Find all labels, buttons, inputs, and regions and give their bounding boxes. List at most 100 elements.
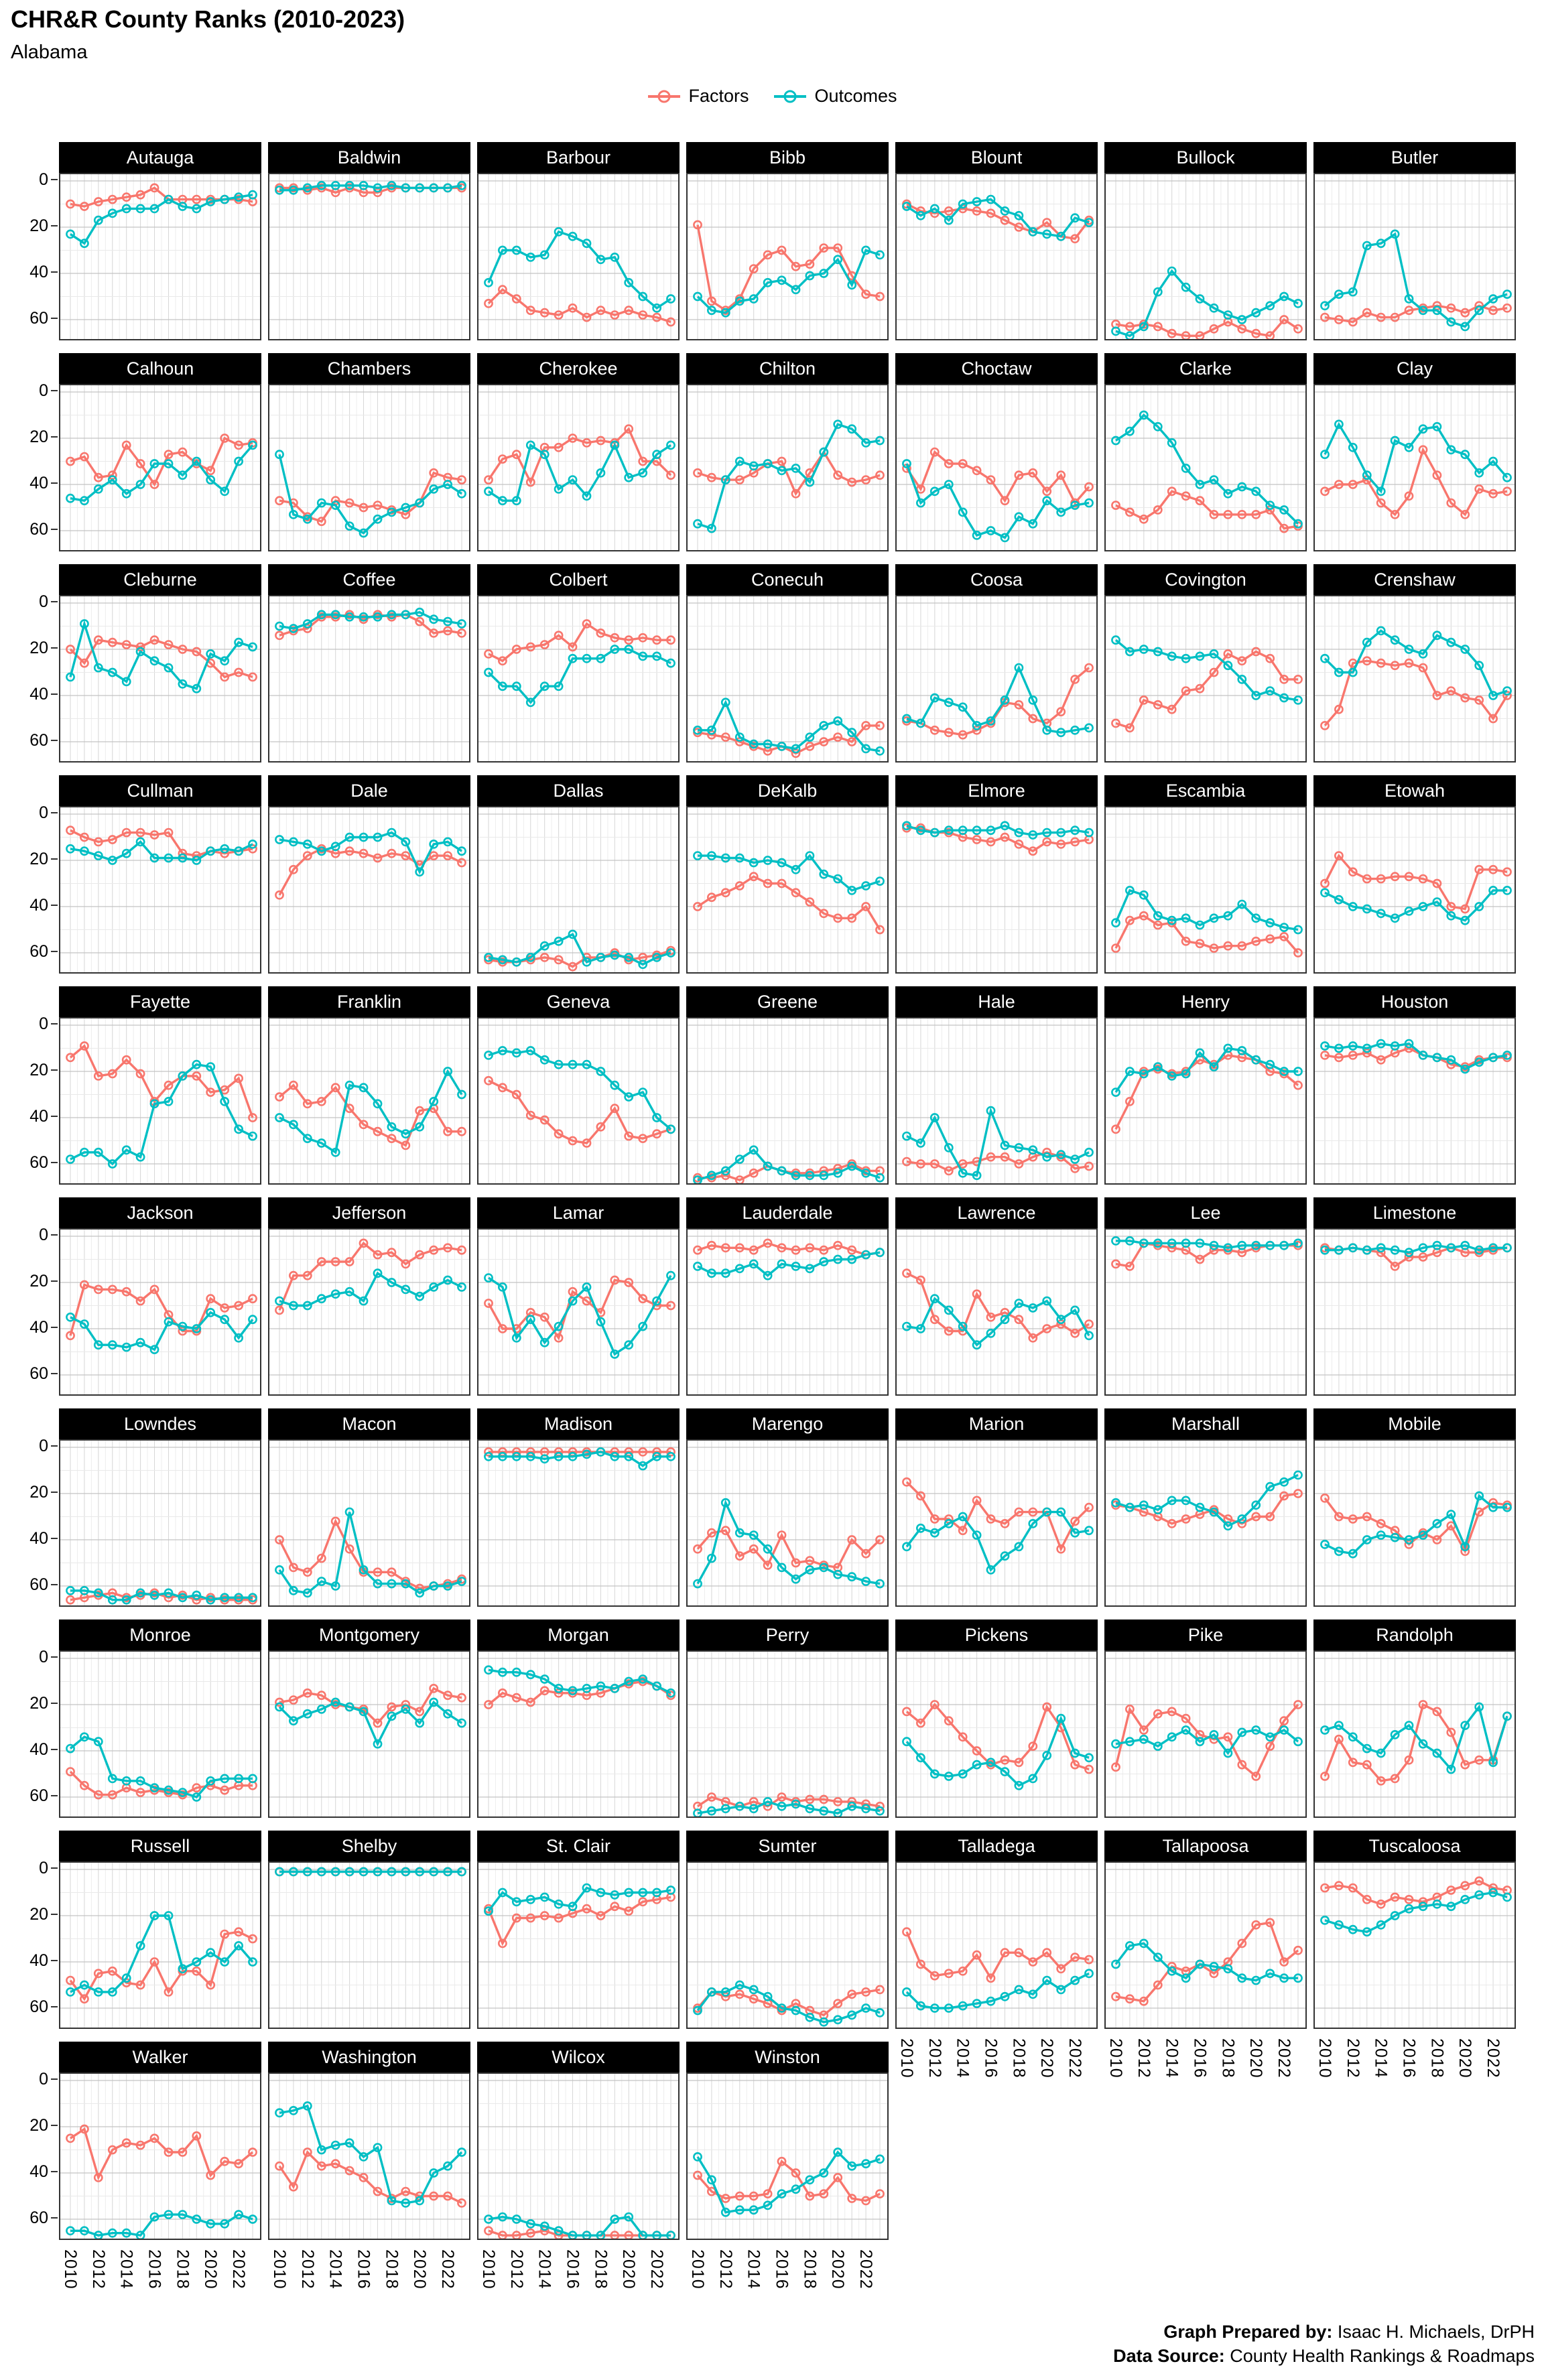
y-tick-mark xyxy=(51,1960,58,1961)
facet-panel xyxy=(268,1861,470,2029)
y-axis-labels-row-5: 0 20 40 60 xyxy=(9,1226,58,1396)
facet-panel xyxy=(895,806,1098,974)
y-tick-mark xyxy=(51,1749,58,1750)
facet-plot xyxy=(1315,385,1515,550)
facet-panel xyxy=(895,1861,1098,2029)
x-axis-labels-col-6: 2010 2012 2014 2016 2018 2020 2022 xyxy=(1313,2033,1516,2113)
y-tick-label: 20 xyxy=(29,1694,48,1713)
facet-plot xyxy=(269,1230,469,1394)
facet-strip-title: Escambia xyxy=(1104,775,1307,806)
facet-strip-title: Chilton xyxy=(686,353,889,384)
facet-plot xyxy=(60,1230,260,1394)
facet-talladega: Talladega xyxy=(895,1831,1098,2029)
y-tick-label: 60 xyxy=(29,1997,48,2016)
y-axis-labels-row-3: 0 20 40 60 xyxy=(9,803,58,974)
facet-panel xyxy=(1313,173,1516,340)
y-tick-mark xyxy=(51,1116,58,1117)
facet-panel xyxy=(1313,1017,1516,1185)
facet-wilcox: Wilcox xyxy=(477,2042,680,2241)
facet-plot xyxy=(1106,385,1305,550)
facet-plot xyxy=(478,1652,678,1816)
facet-strip-title: Marion xyxy=(895,1408,1098,1439)
y-axis-labels-row-1: 0 20 40 60 xyxy=(9,382,58,551)
x-axis-labels-col-3: 2010 2012 2014 2016 2018 2020 2022 xyxy=(686,2244,889,2324)
x-tick-label: 2018 xyxy=(591,2249,610,2290)
facet-strip-title: Macon xyxy=(268,1408,470,1439)
y-tick-label: 40 xyxy=(29,2162,48,2181)
facet-plot xyxy=(269,2074,469,2239)
facet-greene: Greene xyxy=(686,986,889,1185)
y-tick-label: 0 xyxy=(39,803,48,822)
facet-panel xyxy=(268,2072,470,2240)
facet-strip-title: Montgomery xyxy=(268,1619,470,1650)
facet-walker: Walker xyxy=(59,2042,261,2241)
legend-label: Factors xyxy=(688,86,749,106)
facet-plot xyxy=(1106,1652,1305,1816)
x-tick-label: 2020 xyxy=(410,2249,430,2290)
x-tick-label: 2016 xyxy=(981,2038,1001,2078)
legend: Factors Outcomes xyxy=(0,86,1544,107)
facet-plot xyxy=(1315,807,1515,972)
x-tick-label: 2014 xyxy=(953,2038,972,2078)
facet-strip-title: Walker xyxy=(59,2042,261,2072)
facet-strip-title: Covington xyxy=(1104,564,1307,595)
x-tick-label: 2014 xyxy=(1371,2038,1391,2078)
facet-strip-title: Sumter xyxy=(686,1831,889,1861)
y-tick-label: 60 xyxy=(29,942,48,961)
footer-prepared-line: Graph Prepared by: Isaac H. Michaels, Dr… xyxy=(1113,2320,1535,2344)
facet-panel xyxy=(268,173,470,340)
facet-barbour: Barbour xyxy=(477,142,680,340)
facet-plot xyxy=(897,1018,1096,1183)
facet-sumter: Sumter xyxy=(686,1831,889,2029)
facet-plot xyxy=(688,1230,887,1394)
x-tick-label: 2010 xyxy=(897,2038,916,2078)
x-tick-label: 2022 xyxy=(229,2249,249,2290)
x-tick-label: 2022 xyxy=(1066,2038,1085,2078)
y-tick-label: 40 xyxy=(29,474,48,492)
facet-panel xyxy=(477,806,680,974)
y-tick-mark xyxy=(51,271,58,273)
x-tick-label: 2020 xyxy=(201,2249,220,2290)
facet-plot xyxy=(1315,174,1515,339)
facet-panel xyxy=(477,173,680,340)
facet-strip-title: Autauga xyxy=(59,142,261,173)
y-tick-label: 20 xyxy=(29,1905,48,1924)
facet-washington: Washington xyxy=(268,2042,470,2240)
facet-escambia: Escambia xyxy=(1104,775,1307,974)
facet-cleburne: Cleburne xyxy=(59,564,261,763)
facet-strip-title: Russell xyxy=(59,1831,261,1861)
y-tick-label: 0 xyxy=(39,1859,48,1877)
facet-strip-title: Cullman xyxy=(59,775,261,806)
y-tick-mark xyxy=(51,1234,58,1236)
x-tick-label: 2016 xyxy=(772,2249,791,2290)
y-tick-mark xyxy=(51,318,58,319)
y-tick-label: 20 xyxy=(29,850,48,868)
y-axis-labels-row-8: 0 20 40 60 xyxy=(9,1859,58,2029)
x-tick-label: 2016 xyxy=(145,2249,164,2290)
y-tick-mark xyxy=(51,1445,58,1447)
y-tick-label: 20 xyxy=(29,2116,48,2135)
facet-jackson: Jackson xyxy=(59,1197,261,1396)
y-tick-mark xyxy=(51,858,58,860)
facet-panel xyxy=(1104,1650,1307,1818)
facet-panel xyxy=(895,1439,1098,1607)
legend-key-icon xyxy=(774,90,807,103)
facet-panel xyxy=(895,1228,1098,1396)
facet-panel xyxy=(477,1228,680,1396)
facet-cullman: Cullman xyxy=(59,775,261,974)
y-tick-label: 60 xyxy=(29,1153,48,1172)
y-tick-mark xyxy=(51,1867,58,1869)
x-tick-label: 2014 xyxy=(117,2249,136,2290)
facet-plot xyxy=(478,1230,678,1394)
y-tick-mark xyxy=(51,647,58,649)
facet-strip-title: Marshall xyxy=(1104,1408,1307,1439)
facet-geneva: Geneva xyxy=(477,986,680,1185)
facet-panel xyxy=(686,1650,889,1819)
facet-plot xyxy=(478,1863,678,2028)
y-tick-label: 60 xyxy=(29,309,48,328)
y-tick-label: 40 xyxy=(29,1107,48,1126)
y-tick-label: 40 xyxy=(29,1529,48,1548)
facet-panel xyxy=(268,595,470,763)
facet-plot xyxy=(688,1652,887,1819)
y-tick-label: 40 xyxy=(29,1740,48,1759)
